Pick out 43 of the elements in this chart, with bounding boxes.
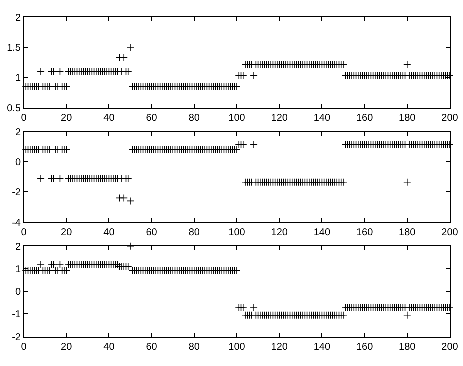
x-tick-label: 40 bbox=[104, 227, 116, 238]
x-tick-label: 60 bbox=[146, 227, 158, 238]
y-tick-label: 2 bbox=[15, 242, 22, 253]
y-tick-label: -4 bbox=[12, 218, 22, 229]
y-tick-label: -2 bbox=[12, 332, 22, 344]
x-tick-label: 40 bbox=[104, 112, 116, 124]
y-tick-label: 2 bbox=[15, 12, 22, 24]
x-tick-label: 100 bbox=[228, 227, 246, 238]
x-tick-label: 100 bbox=[228, 342, 246, 353]
x-tick-label: 180 bbox=[399, 227, 416, 238]
x-tick-label: 160 bbox=[356, 112, 374, 124]
x-tick-label: 80 bbox=[188, 112, 200, 124]
y-tick-label: 0.5 bbox=[7, 103, 22, 114]
x-tick-label: 20 bbox=[61, 112, 73, 124]
x-tick-label: 200 bbox=[442, 227, 459, 238]
y-tick-label: -1 bbox=[12, 310, 22, 321]
x-tick-label: 120 bbox=[271, 112, 288, 124]
y-tick-label: 0 bbox=[15, 287, 22, 298]
x-tick-label: 140 bbox=[314, 342, 331, 353]
x-tick-label: 120 bbox=[271, 227, 288, 238]
y-tick-label: 1 bbox=[15, 73, 22, 84]
x-tick-label: 200 bbox=[442, 112, 459, 124]
x-tick-label: 20 bbox=[61, 342, 73, 353]
y-tick-label: 2 bbox=[15, 127, 22, 138]
x-tick-label: 80 bbox=[188, 342, 200, 353]
y-tick-label: 1.5 bbox=[7, 42, 22, 54]
x-tick-label: 120 bbox=[271, 342, 288, 353]
y-tick-label: -2 bbox=[12, 188, 22, 199]
y-tick-label: 0 bbox=[15, 158, 22, 168]
x-tick-label: 140 bbox=[314, 112, 331, 124]
y-tick-label: 1 bbox=[15, 264, 22, 276]
x-tick-label: 100 bbox=[228, 112, 246, 124]
x-tick-label: 180 bbox=[399, 112, 416, 124]
x-tick-label: 160 bbox=[356, 342, 374, 353]
x-tick-label: 160 bbox=[356, 227, 374, 238]
x-tick-label: 60 bbox=[146, 112, 158, 124]
x-tick-label: 200 bbox=[442, 342, 459, 353]
x-tick-label: 60 bbox=[146, 342, 158, 353]
x-tick-label: 40 bbox=[104, 342, 116, 353]
x-tick-label: 20 bbox=[61, 227, 73, 238]
x-tick-label: 140 bbox=[314, 227, 331, 238]
x-tick-label: 80 bbox=[188, 227, 200, 238]
x-tick-label: 180 bbox=[399, 342, 416, 353]
